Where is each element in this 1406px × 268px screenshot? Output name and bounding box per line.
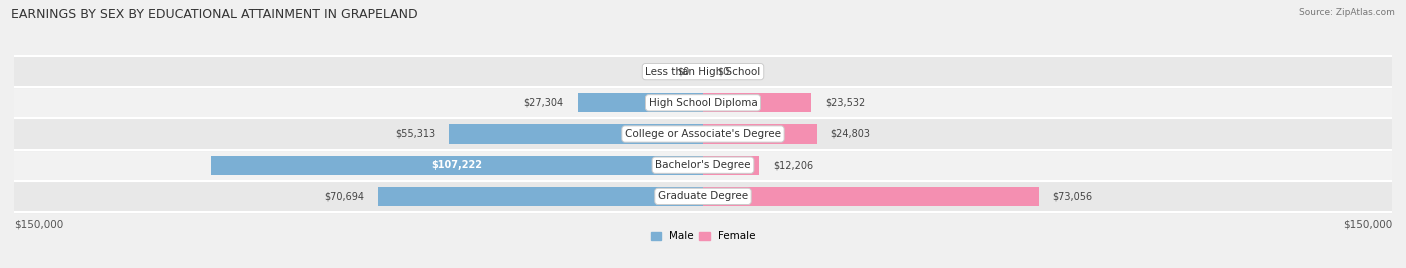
Text: $107,222: $107,222 bbox=[432, 160, 482, 170]
Text: $73,056: $73,056 bbox=[1052, 191, 1092, 201]
Bar bbox=[703, 124, 817, 144]
Text: High School Diploma: High School Diploma bbox=[648, 98, 758, 108]
Bar bbox=[703, 155, 759, 175]
Bar bbox=[14, 181, 1392, 212]
Text: EARNINGS BY SEX BY EDUCATIONAL ATTAINMENT IN GRAPELAND: EARNINGS BY SEX BY EDUCATIONAL ATTAINMEN… bbox=[11, 8, 418, 21]
Bar bbox=[14, 118, 1392, 150]
Bar bbox=[14, 150, 1392, 181]
Text: Bachelor's Degree: Bachelor's Degree bbox=[655, 160, 751, 170]
Bar bbox=[449, 124, 703, 144]
Text: $150,000: $150,000 bbox=[14, 220, 63, 230]
Legend: Male, Female: Male, Female bbox=[647, 227, 759, 245]
Text: $12,206: $12,206 bbox=[773, 160, 813, 170]
Bar bbox=[703, 187, 1039, 206]
Text: $55,313: $55,313 bbox=[395, 129, 436, 139]
Text: $27,304: $27,304 bbox=[523, 98, 564, 108]
Text: Source: ZipAtlas.com: Source: ZipAtlas.com bbox=[1299, 8, 1395, 17]
Bar bbox=[703, 93, 811, 113]
Text: $24,803: $24,803 bbox=[831, 129, 870, 139]
Bar bbox=[378, 187, 703, 206]
Text: $0: $0 bbox=[717, 67, 730, 77]
Text: $0: $0 bbox=[676, 67, 689, 77]
Text: $23,532: $23,532 bbox=[825, 98, 865, 108]
Bar bbox=[14, 56, 1392, 87]
Text: Less than High School: Less than High School bbox=[645, 67, 761, 77]
Text: Graduate Degree: Graduate Degree bbox=[658, 191, 748, 201]
Text: $150,000: $150,000 bbox=[1343, 220, 1392, 230]
Bar bbox=[211, 155, 703, 175]
Text: $70,694: $70,694 bbox=[325, 191, 364, 201]
Text: College or Associate's Degree: College or Associate's Degree bbox=[626, 129, 780, 139]
Bar bbox=[14, 87, 1392, 118]
Bar bbox=[578, 93, 703, 113]
